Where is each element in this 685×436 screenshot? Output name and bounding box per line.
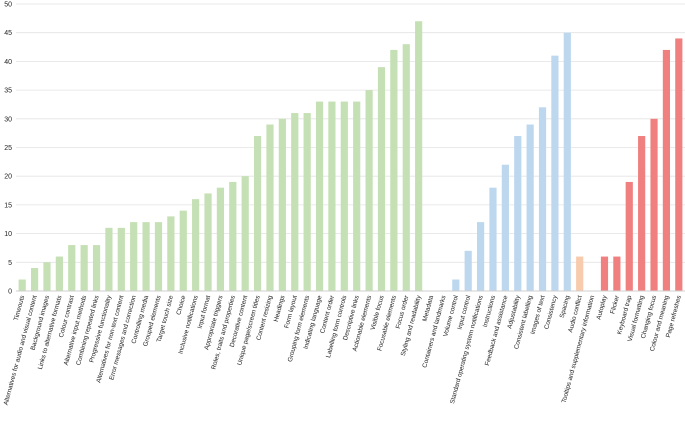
y-tick-label: 30 bbox=[4, 116, 12, 123]
bar bbox=[204, 193, 212, 291]
bar bbox=[675, 38, 683, 291]
bar bbox=[415, 21, 423, 291]
bar bbox=[526, 124, 534, 291]
bar bbox=[613, 256, 621, 291]
y-axis-ticks: 0 5 10 15 20 25 30 35 40 45 50 bbox=[4, 2, 12, 296]
y-tick-label: 45 bbox=[4, 30, 12, 37]
bar bbox=[80, 245, 88, 291]
y-tick-label: 35 bbox=[4, 88, 12, 95]
bar bbox=[340, 101, 348, 291]
bar bbox=[476, 222, 485, 291]
bar bbox=[68, 245, 76, 291]
bar bbox=[266, 124, 274, 291]
bar bbox=[551, 55, 559, 291]
bar bbox=[142, 222, 150, 291]
bar bbox=[365, 90, 373, 291]
bar bbox=[278, 118, 286, 291]
bar bbox=[662, 49, 671, 291]
y-tick-label: 10 bbox=[4, 231, 12, 238]
bar bbox=[538, 107, 547, 291]
bar bbox=[600, 256, 609, 291]
bar bbox=[402, 44, 410, 292]
bar bbox=[328, 101, 336, 291]
y-tick-label: 0 bbox=[8, 289, 12, 296]
bar bbox=[377, 67, 386, 291]
bar bbox=[154, 222, 163, 291]
bar bbox=[390, 49, 398, 291]
bar bbox=[105, 227, 113, 291]
x-category-label: Autoplay bbox=[595, 294, 608, 321]
bars bbox=[18, 21, 683, 292]
bar bbox=[229, 181, 237, 291]
bar bbox=[315, 101, 324, 291]
y-tick-label: 15 bbox=[4, 202, 12, 209]
bar bbox=[167, 216, 175, 291]
bar bbox=[625, 181, 633, 291]
bar bbox=[464, 250, 472, 291]
bar bbox=[192, 199, 200, 291]
bar bbox=[303, 113, 311, 291]
bar bbox=[55, 256, 63, 291]
bar bbox=[253, 136, 262, 291]
bar bbox=[30, 268, 39, 291]
y-tick-label: 5 bbox=[8, 260, 12, 267]
bar bbox=[650, 118, 658, 291]
bar bbox=[353, 101, 361, 291]
y-tick-label: 50 bbox=[4, 2, 12, 9]
x-category-label: Spacing bbox=[559, 294, 572, 319]
bar bbox=[43, 262, 51, 291]
bar bbox=[563, 32, 571, 291]
bar bbox=[514, 136, 522, 291]
y-tick-label: 25 bbox=[4, 145, 12, 152]
x-category-label: Headings bbox=[273, 295, 287, 323]
bar bbox=[117, 227, 125, 291]
x-category-label: Flicker bbox=[609, 294, 621, 315]
bar bbox=[216, 187, 225, 291]
bar bbox=[489, 187, 497, 291]
bar bbox=[452, 279, 460, 291]
x-category-label: Metadata bbox=[422, 294, 436, 322]
y-tick-label: 40 bbox=[4, 59, 12, 66]
y-tick-label: 20 bbox=[4, 174, 12, 181]
bar bbox=[501, 164, 509, 291]
x-category-label: Choice bbox=[175, 294, 187, 315]
gridlines bbox=[16, 3, 685, 292]
bar bbox=[576, 256, 584, 291]
bar bbox=[241, 176, 249, 291]
bar bbox=[92, 245, 101, 291]
bar bbox=[18, 279, 26, 291]
bar bbox=[179, 210, 187, 291]
bar bbox=[638, 136, 646, 291]
x-category-label: Timeouts bbox=[13, 295, 27, 322]
bar bbox=[130, 222, 138, 291]
bar bbox=[291, 113, 299, 291]
